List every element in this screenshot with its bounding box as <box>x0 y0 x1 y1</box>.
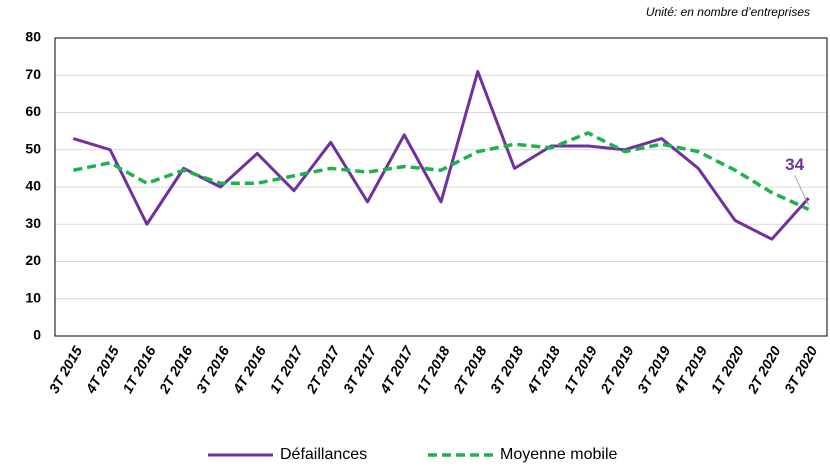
x-tick-label: 4T 2019 <box>670 343 710 397</box>
y-tick-label: 10 <box>25 289 41 305</box>
y-tick-label: 30 <box>25 215 41 231</box>
data-label: 34 <box>785 155 804 174</box>
x-tick-label: 3T 2019 <box>634 343 674 396</box>
legend-label: Moyenne mobile <box>500 446 618 463</box>
x-tick-label: 2T 2020 <box>744 343 784 397</box>
x-tick-label: 1T 2016 <box>119 343 159 396</box>
x-tick-label: 3T 2018 <box>487 343 527 396</box>
x-tick-label: 1T 2019 <box>560 343 600 396</box>
x-tick-label: 1T 2017 <box>266 342 306 396</box>
x-tick-label: 1T 2018 <box>413 343 453 396</box>
x-tick-label: 2T 2018 <box>450 343 490 397</box>
x-tick-label: 4T 2018 <box>523 343 563 397</box>
x-tick-label: 1T 2020 <box>707 343 747 396</box>
x-tick-label: 2T 2017 <box>302 342 343 396</box>
legend-label: Défaillances <box>280 446 367 463</box>
x-tick-label: 3T 2015 <box>46 343 86 396</box>
x-tick-label: 4T 2015 <box>82 343 122 397</box>
y-tick-label: 0 <box>33 327 41 343</box>
y-tick-label: 40 <box>25 178 41 194</box>
x-tick-label: 2T 2016 <box>155 343 195 397</box>
x-tick-label: 3T 2020 <box>781 343 821 396</box>
y-tick-label: 20 <box>25 252 41 268</box>
x-tick-label: 2T 2019 <box>597 343 637 397</box>
series-line <box>73 131 810 211</box>
unit-note: Unité: en nombre d’entreprises <box>646 5 810 19</box>
plot-border <box>54 37 828 337</box>
series-line <box>72 70 810 241</box>
x-tick-label: 3T 2016 <box>193 343 233 396</box>
y-tick-label: 60 <box>25 103 41 119</box>
y-tick-label: 50 <box>25 140 41 156</box>
y-tick-label: 70 <box>25 66 41 82</box>
x-tick-label: 3T 2017 <box>340 342 380 396</box>
x-tick-label: 4T 2017 <box>376 342 417 396</box>
y-tick-label: 80 <box>25 29 41 45</box>
leader-line <box>794 175 810 206</box>
x-tick-label: 4T 2016 <box>229 343 269 397</box>
